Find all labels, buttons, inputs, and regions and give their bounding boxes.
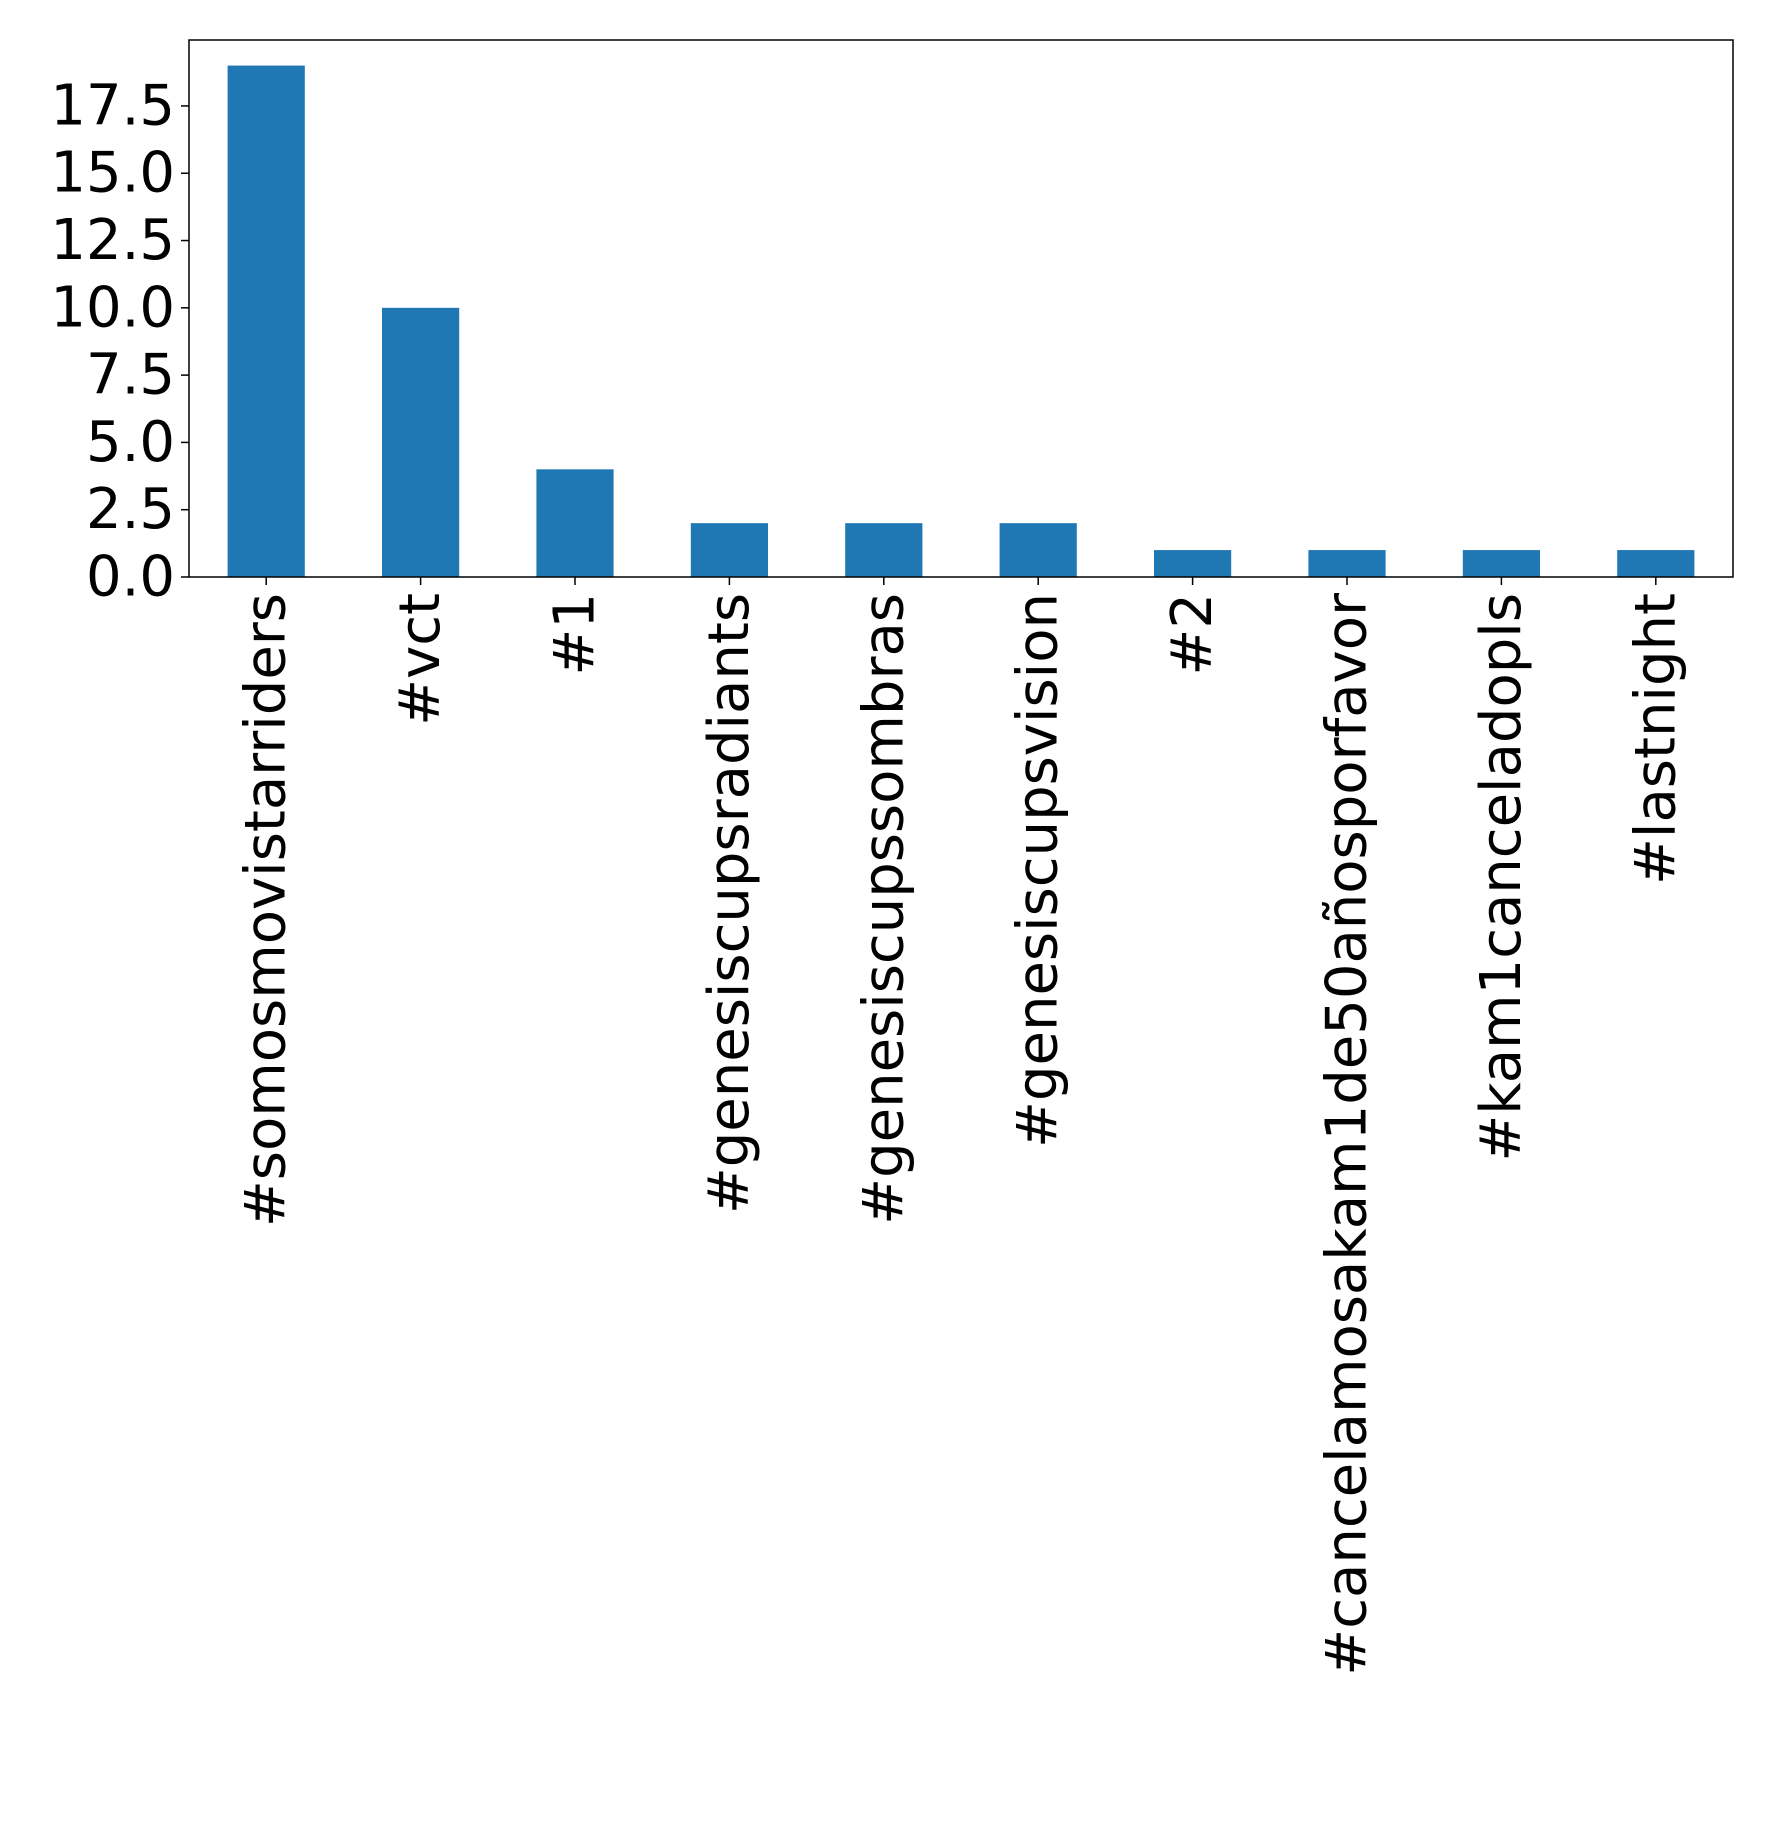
x-tick-label: #genesiscupsradiants [697,593,762,1214]
x-tick-label: #cancelamosakam1de50añosporfavor [1315,592,1380,1676]
bar [1617,550,1695,577]
y-tick-label: 17.5 [50,73,175,138]
bar [845,523,923,577]
y-tick-label: 10.0 [50,275,175,340]
x-tick-label: #genesiscupsvision [1006,593,1071,1148]
y-tick-label: 2.5 [86,477,175,542]
bar [382,307,460,577]
bar [1462,550,1540,577]
bar [227,65,305,578]
x-tick-label: #somosmovistarriders [234,593,299,1227]
x-tick-label: #2 [1160,593,1225,676]
x-tick-label: #vct [388,593,453,726]
bar [1154,550,1232,577]
bars-group [227,65,1695,578]
y-tick-label: 7.5 [86,343,175,408]
y-tick-label: 12.5 [50,208,175,273]
bar [999,523,1077,577]
x-tick-label: #lastnight [1623,593,1688,885]
x-axis: #somosmovistarriders #vct #1 #genesiscupsra… [234,577,1688,1676]
y-axis: 0.02.55.07.510.012.515.017.5 [50,73,189,610]
y-tick-label: 5.0 [86,410,175,475]
x-tick-label: #kam1canceladopls [1469,593,1534,1162]
plot-frame [188,39,1734,578]
y-tick-label: 15.0 [50,141,175,206]
bar [536,469,614,577]
y-tick-label: 0.0 [86,545,175,610]
x-tick-label: #genesiscupssombras [851,593,916,1225]
x-tick-label: #1 [543,593,608,676]
bar [690,523,768,577]
bar [1308,550,1386,577]
